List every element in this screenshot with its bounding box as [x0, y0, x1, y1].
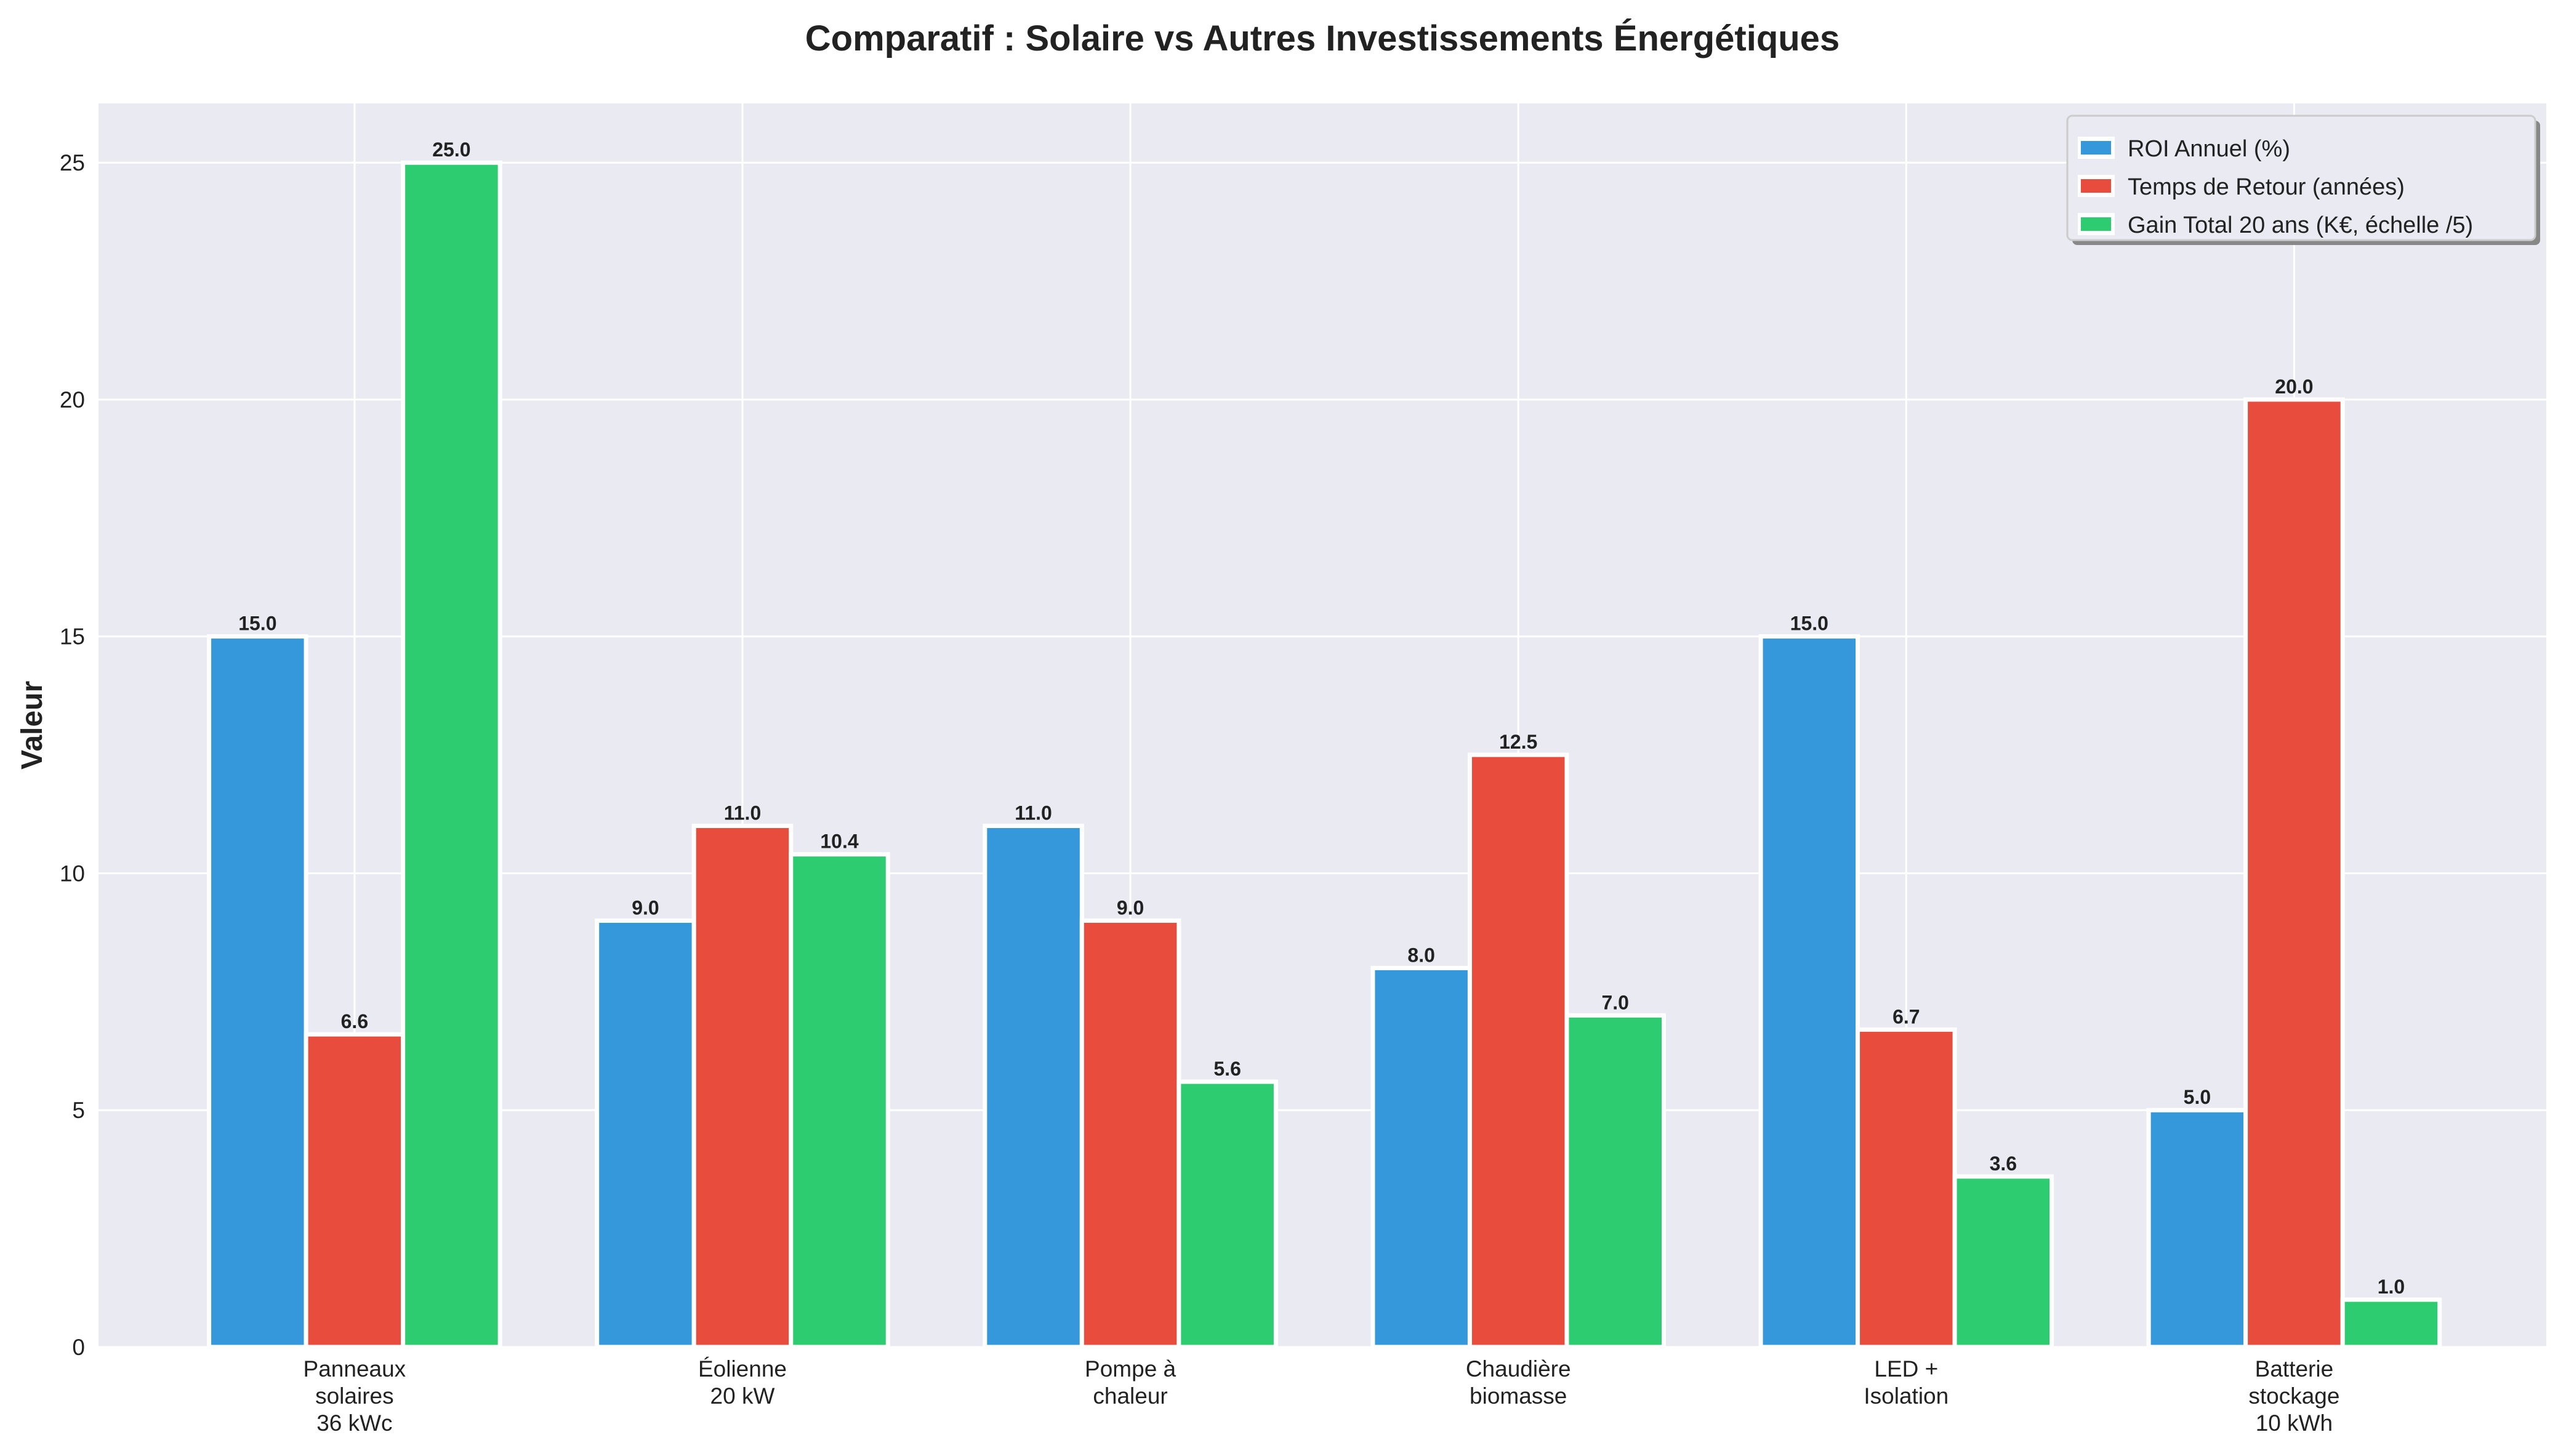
value-label: 15.0 — [1790, 613, 1828, 635]
y-tick-label: 20 — [60, 387, 85, 412]
bar-0-0 — [207, 634, 308, 1349]
x-tick-label: chaleur — [1093, 1383, 1167, 1409]
x-tick-label: solaires — [315, 1383, 394, 1409]
value-label: 5.6 — [1213, 1058, 1241, 1080]
y-tick-label: 10 — [60, 861, 85, 886]
value-label: 3.6 — [1990, 1152, 2017, 1175]
legend-label: Temps de Retour (années) — [2128, 174, 2405, 200]
legend-label: Gain Total 20 ans (K€, échelle /5) — [2128, 212, 2473, 238]
y-tick-label: 15 — [60, 624, 85, 650]
x-tick-label: Éolienne — [698, 1356, 787, 1382]
x-tick-label: Batterie — [2255, 1356, 2334, 1382]
bar-0-3 — [1370, 965, 1472, 1349]
value-label: 10.4 — [820, 831, 858, 853]
bar-0-5 — [2146, 1108, 2248, 1349]
bar-0-4 — [1758, 634, 1860, 1349]
value-label: 11.0 — [1015, 802, 1052, 824]
plot-area — [99, 103, 2546, 1347]
chart-title: Comparatif : Solaire vs Autres Investiss… — [805, 18, 1840, 58]
x-tick-label: biomasse — [1470, 1383, 1567, 1409]
bar-0-2 — [983, 824, 1084, 1349]
value-label: 1.0 — [2378, 1276, 2405, 1298]
value-label: 20.0 — [2275, 376, 2313, 398]
value-label: 15.0 — [238, 613, 276, 635]
value-label: 5.0 — [2184, 1086, 2211, 1108]
y-tick-label: 5 — [72, 1098, 85, 1123]
bar-1-0 — [304, 1032, 406, 1349]
x-tick-label: 10 kWh — [2256, 1410, 2333, 1436]
x-tick-label: stockage — [2248, 1383, 2339, 1409]
legend-label: ROI Annuel (%) — [2128, 136, 2290, 162]
bar-2-1 — [789, 852, 890, 1349]
x-tick-label: 36 kWc — [316, 1410, 392, 1436]
bar-2-5 — [2340, 1297, 2442, 1349]
bar-1-2 — [1079, 918, 1181, 1349]
value-label: 6.6 — [341, 1010, 368, 1032]
bar-0-1 — [595, 918, 696, 1349]
bar-1-3 — [1467, 752, 1569, 1349]
data-labels: 15.0 9.0 11.0 8.0 15.0 5.0 6.6 11.0 9.0 12.5 6.7 20… — [238, 139, 2405, 1298]
legend: ROI Annuel (%) Temps de Retour (années) Ga… — [2066, 115, 2540, 245]
bar-1-5 — [2243, 397, 2345, 1349]
legend-swatch — [2081, 179, 2111, 193]
value-label: 11.0 — [724, 802, 762, 824]
bars — [207, 160, 2442, 1349]
bar-2-0 — [401, 160, 502, 1349]
legend-box — [2066, 115, 2536, 241]
legend-swatch — [2081, 217, 2111, 231]
value-label: 6.7 — [1892, 1005, 1920, 1028]
value-label: 7.0 — [1601, 991, 1628, 1013]
bar-2-4 — [1952, 1174, 2054, 1349]
x-tick-label: Panneaux — [304, 1356, 406, 1382]
x-tick-label: 20 kW — [710, 1383, 775, 1409]
x-tick-label: Isolation — [1864, 1383, 1949, 1409]
x-tick-label: LED + — [1874, 1356, 1938, 1382]
value-label: 9.0 — [1117, 896, 1144, 919]
legend-swatch — [2081, 141, 2111, 155]
y-tick-label: 0 — [72, 1335, 85, 1360]
y-axis-label: Valeur — [16, 681, 49, 770]
bar-1-1 — [691, 824, 794, 1349]
bar-1-4 — [1856, 1027, 1957, 1349]
x-tick-label: Pompe à — [1085, 1356, 1176, 1382]
value-label: 12.5 — [1499, 731, 1537, 753]
bar-2-2 — [1176, 1079, 1278, 1349]
bar-2-3 — [1564, 1013, 1666, 1349]
value-label: 25.0 — [432, 139, 470, 161]
y-tick-label: 25 — [60, 150, 85, 175]
x-tick-label: Chaudière — [1466, 1356, 1571, 1382]
value-label: 9.0 — [632, 896, 659, 919]
value-label: 8.0 — [1407, 944, 1434, 966]
